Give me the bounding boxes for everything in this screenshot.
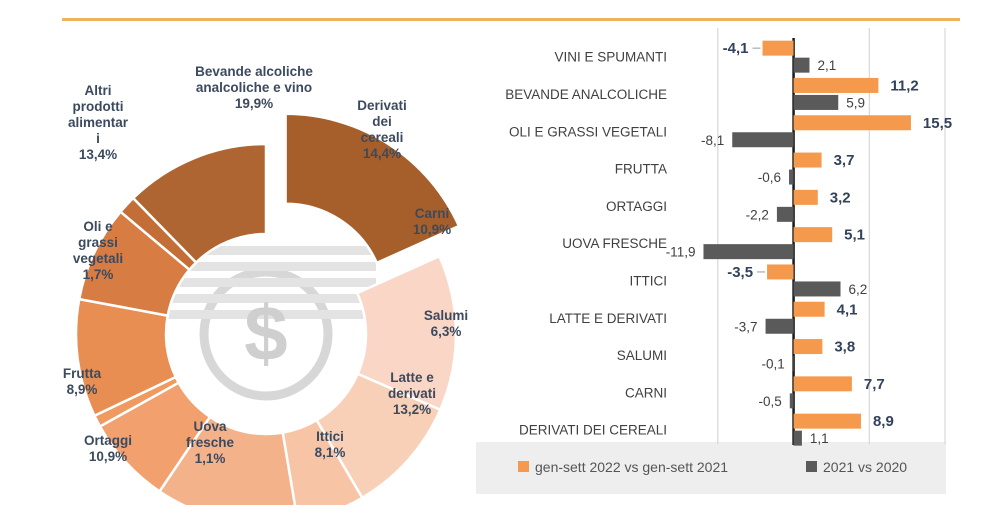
value-label: -8,1	[701, 133, 724, 148]
donut-slice-bevande-alcoliche-analcoliche-e-vino	[284, 112, 461, 265]
bar-2022-frutta	[793, 152, 822, 168]
bar-2022-salumi	[793, 339, 823, 355]
bar-2022-latte-e-derivati	[793, 301, 825, 317]
donut-label-bevande-alcoliche-analcoliche-e-vino: Bevande alcoliche analcoliche e vino 19,9%	[195, 64, 313, 111]
bar-2022-carni	[793, 376, 852, 392]
bar-2022-oli-e-grassi-vegetali	[793, 115, 911, 131]
donut-label-altri-prodotti-alimentari: Altri prodotti alimentar i 13,4%	[68, 83, 129, 162]
category-label: LATTE E DERIVATI	[549, 311, 667, 326]
value-label: 3,7	[834, 152, 855, 169]
category-label: DERIVATI DEI CEREALI	[519, 423, 667, 438]
category-label: ORTAGGI	[606, 199, 667, 214]
legend-label: gen-sett 2022 vs gen-sett 2021	[535, 459, 728, 475]
value-label: -11,9	[666, 245, 696, 260]
donut-label-ortaggi: Ortaggi 10,9%	[84, 433, 132, 464]
category-label: VINI E SPUMANTI	[554, 50, 667, 65]
legend-label: 2021 vs 2020	[823, 459, 907, 475]
bar-2022-ittici	[767, 264, 794, 280]
category-label: UOVA FRESCHE	[562, 236, 667, 251]
category-label: ITTICI	[630, 273, 668, 288]
legend-background	[476, 442, 946, 494]
category-label: OLI E GRASSI VEGETALI	[509, 124, 667, 139]
donut-slice-altri-prodotti-alimentari	[131, 142, 268, 265]
donut-label-derivati-dei-cereali: Derivati dei cereali 14,4%	[357, 98, 407, 161]
donut-label-oli-e-grassi-vegetali: Oli e grassi vegetali 1,7%	[73, 219, 123, 282]
donut-label-latte-e-derivati: Latte e derivati 13,2%	[388, 370, 436, 417]
bar-chart: VINI E SPUMANTI BEVANDE ANALCOLICHE OLI E …	[476, 28, 952, 494]
donut-label-salumi: Salumi 6,3%	[424, 308, 468, 339]
donut-label-frutta: Frutta 8,9%	[63, 366, 102, 397]
value-label: 2,1	[817, 58, 836, 73]
bar-2021-frutta	[789, 169, 794, 185]
legend-swatch	[806, 461, 817, 472]
value-label: -3,5	[727, 264, 753, 281]
svg-text:$: $	[244, 289, 287, 377]
bar-2022-derivati-dei-cereali	[793, 413, 861, 429]
legend: gen-sett 2022 vs gen-sett 2021 2021 vs 20…	[518, 459, 907, 475]
bar-2022-vini-e-spumanti	[762, 40, 794, 56]
category-label: FRUTTA	[615, 162, 667, 177]
value-label: -2,2	[746, 207, 769, 222]
value-label: 3,8	[834, 339, 855, 356]
donut-label-uova-fresche: Uova fresche 1,1%	[186, 419, 235, 466]
bar-2021-bevande-analcoliche	[793, 94, 839, 110]
category-label: SALUMI	[617, 348, 667, 363]
value-label: -4,1	[723, 40, 749, 57]
bar-2021-salumi	[792, 356, 794, 372]
value-label: 11,2	[890, 77, 918, 94]
value-label: 7,7	[864, 376, 885, 393]
value-label: 15,5	[923, 115, 952, 132]
value-label: 1,1	[810, 431, 829, 446]
bar-2021-carni	[789, 393, 794, 409]
bar-2022-ortaggi	[793, 189, 818, 205]
donut-label-carni: Carni 10,9%	[413, 206, 451, 237]
bar-2021-ortaggi	[776, 206, 794, 222]
donut-slice-salumi	[281, 418, 364, 505]
value-label: -0,6	[758, 170, 781, 185]
donut-chart: $ Bevande alcoliche analcoliche e vino 19,…	[63, 64, 468, 505]
value-label: 6,2	[849, 282, 868, 297]
bar-2021-derivati-dei-cereali	[793, 430, 802, 446]
bar-2021-ittici	[793, 281, 841, 297]
value-label: -0,5	[759, 394, 782, 409]
bar-2022-uova-fresche	[793, 227, 833, 243]
bar-2021-latte-e-derivati	[765, 318, 794, 334]
category-label: CARNI	[625, 385, 667, 400]
value-label: 5,9	[846, 95, 865, 110]
legend-swatch	[518, 461, 529, 472]
value-label: -0,1	[762, 357, 785, 372]
bar-2022-bevande-analcoliche	[793, 77, 879, 93]
value-label: 5,1	[844, 227, 865, 244]
bar-2021-oli-e-grassi-vegetali	[732, 132, 794, 148]
donut-label-ittici: Ittici 8,1%	[315, 429, 346, 460]
top-divider-line	[62, 18, 960, 21]
category-label: BEVANDE ANALCOLICHE	[505, 87, 667, 102]
value-label: -3,7	[734, 319, 757, 334]
bar-2021-uova-fresche	[703, 244, 794, 260]
bar-2021-vini-e-spumanti	[793, 57, 810, 73]
value-label: 8,9	[873, 413, 894, 430]
value-label: 3,2	[830, 189, 851, 206]
value-label: 4,1	[837, 301, 858, 318]
dollar-icon: $	[156, 246, 376, 401]
